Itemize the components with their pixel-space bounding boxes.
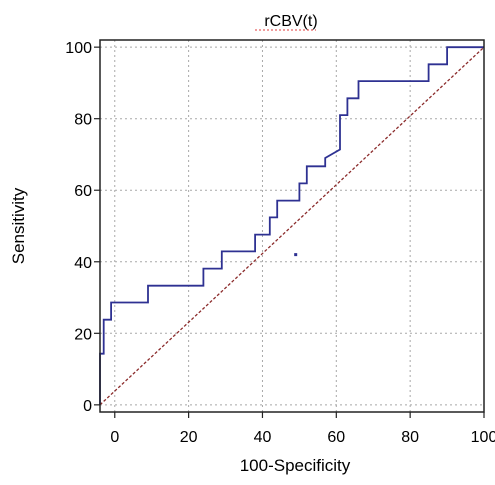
y-tick-label: 20 — [74, 326, 92, 343]
series-layer — [99, 46, 485, 406]
x-tick-label: 60 — [327, 429, 345, 446]
plot-frame — [99, 39, 485, 413]
x-tick-label: 40 — [254, 429, 272, 446]
reference-diagonal-line — [99, 46, 485, 406]
x-tick-label: 100 — [471, 429, 495, 446]
x-tick-label: 20 — [180, 429, 198, 446]
y-tick-label: 100 — [65, 40, 92, 57]
chart-title: rCBV(t) — [264, 13, 317, 30]
marker-point — [294, 253, 298, 257]
x-tick-label: 0 — [110, 429, 119, 446]
roc-curve — [99, 46, 484, 405]
y-axis-label: Sensitivity — [9, 187, 28, 264]
x-axis-label: 100-Specificity — [240, 456, 351, 475]
y-tick-label: 60 — [74, 183, 92, 200]
ticks: 0 20 40 60 80 100 0 20 40 60 80 100 — [65, 40, 495, 446]
y-tick-label: 0 — [83, 398, 92, 415]
y-tick-label: 40 — [74, 255, 92, 272]
y-tick-label: 80 — [74, 112, 92, 129]
x-tick-label: 80 — [401, 429, 419, 446]
